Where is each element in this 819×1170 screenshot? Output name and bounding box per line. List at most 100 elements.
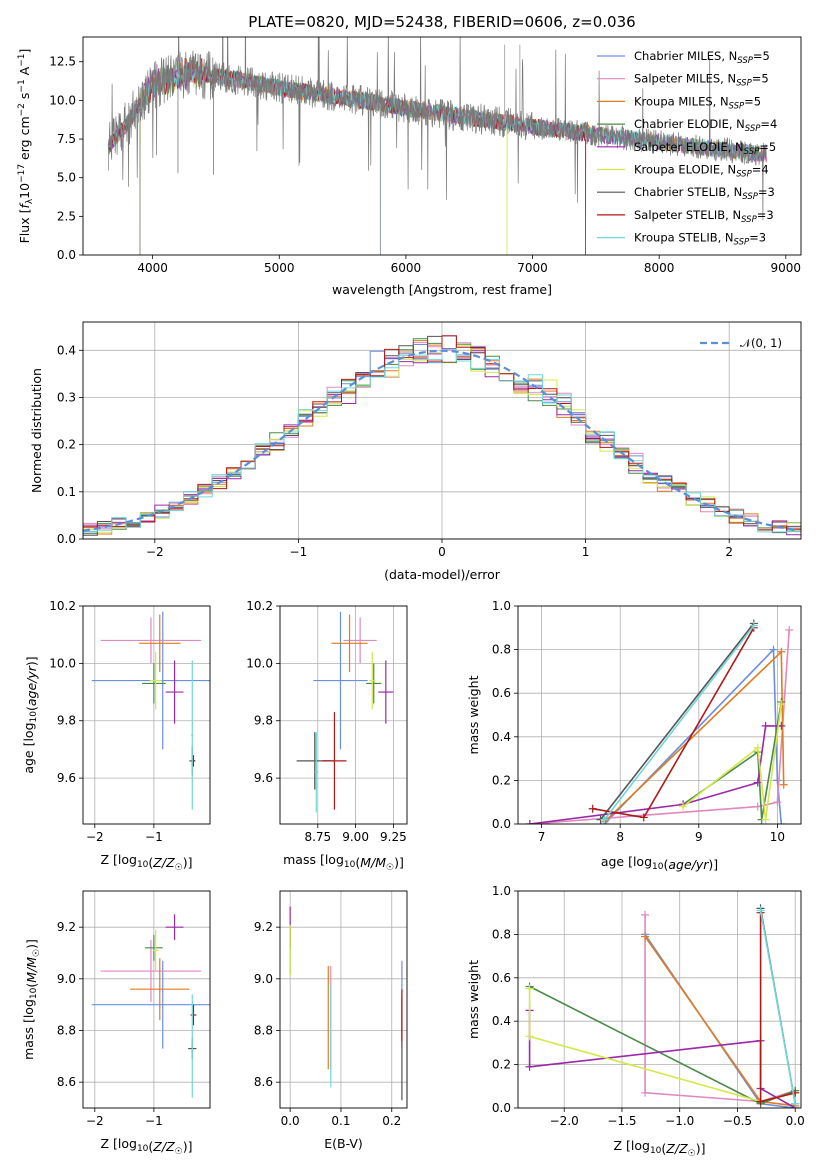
y-tick-label: 9.2 bbox=[57, 920, 76, 934]
x-tick-label: 6000 bbox=[391, 261, 422, 275]
x-tick-label: 8 bbox=[616, 830, 624, 844]
x-tick-label: −2 bbox=[86, 830, 104, 844]
weight-point-marker bbox=[525, 1062, 534, 1071]
y-tick-label: 10.0 bbox=[246, 656, 273, 670]
y-tick-label: 0.0 bbox=[492, 817, 511, 831]
weight-point-marker bbox=[525, 1032, 534, 1041]
x-tick-label: 0.1 bbox=[331, 1114, 350, 1128]
legend: Chabrier MILES, NSSP=5 Salpeter MILES, NS… bbox=[597, 49, 777, 248]
observed-spectrum-line bbox=[107, 37, 768, 221]
x-tick-label: 9 bbox=[695, 830, 703, 844]
mass_vs_Z-frame bbox=[82, 890, 211, 1109]
y-tick-label: 0.4 bbox=[492, 730, 511, 744]
y-tick-label: 9.6 bbox=[254, 771, 273, 785]
y-tick-label: 8.6 bbox=[57, 1075, 76, 1089]
x-axis-label: Z [log10(Z/Z☉)] bbox=[613, 1138, 705, 1159]
spectrum-axes: 4000 5000 6000 7000 8000 9000 0.0 2.5 5.0 7.5 10.0… bbox=[49, 55, 801, 275]
y-tick-label: 10.0 bbox=[49, 93, 76, 107]
x-tick-label: 7 bbox=[538, 830, 546, 844]
y-tick-label: 0.2 bbox=[57, 438, 76, 452]
x-tick-label: 8.75 bbox=[304, 830, 331, 844]
weight-series-line bbox=[528, 988, 796, 1103]
y-tick-label: 0.6 bbox=[492, 686, 511, 700]
y-tick-label: 8.6 bbox=[254, 1075, 273, 1089]
x-tick-label: −1.5 bbox=[607, 1114, 636, 1128]
y-axis-label: age [log10(age/yr)] bbox=[21, 656, 39, 773]
y-tick-label: 9.6 bbox=[57, 771, 76, 785]
y-tick-label: 12.5 bbox=[49, 55, 76, 69]
weight-point-marker bbox=[753, 778, 762, 787]
y-tick-label: 9.8 bbox=[254, 714, 273, 728]
weight-point-marker bbox=[761, 721, 770, 730]
y-tick-label: 0.2 bbox=[492, 773, 511, 787]
x-tick-label: −2.0 bbox=[550, 1114, 579, 1128]
weight-point-marker bbox=[791, 1099, 800, 1108]
weight-series-line bbox=[759, 910, 796, 1104]
y-tick-label: 0.0 bbox=[57, 248, 76, 262]
y-tick-label: 5.0 bbox=[57, 171, 76, 185]
y-tick-label: 2.5 bbox=[57, 209, 76, 223]
weight-series-line bbox=[529, 725, 782, 824]
weight-point-marker bbox=[641, 932, 650, 941]
weight-series-line bbox=[682, 703, 783, 820]
y-tick-label: 0.1 bbox=[57, 485, 76, 499]
age_vs_Z-errorbars bbox=[91, 611, 210, 810]
y-tick-label: 9.8 bbox=[57, 714, 76, 728]
age_vs_Z-frame bbox=[82, 605, 211, 825]
legend-label: Salpeter ELODIE, NSSP=5 bbox=[634, 140, 776, 157]
x-axis-label: Z [log10(Z/Z☉)] bbox=[100, 852, 192, 873]
y-tick-label: 0.8 bbox=[492, 643, 511, 657]
mass_vs_ebv-axes: 0.0 0.1 0.2 8.6 8.8 9.0 9.2 bbox=[254, 891, 407, 1128]
weight-point-marker bbox=[679, 802, 688, 811]
y-tick-label: 9.0 bbox=[57, 972, 76, 986]
y-tick-label: 0.4 bbox=[57, 343, 76, 357]
x-tick-label: 0.0 bbox=[281, 1114, 300, 1128]
weight-series-line bbox=[529, 629, 790, 824]
age_vs_mass-frame bbox=[279, 605, 408, 825]
x-tick-label: 9.25 bbox=[380, 830, 407, 844]
legend-label: Chabrier MILES, NSSP=5 bbox=[634, 49, 770, 66]
weight-point-marker bbox=[777, 700, 786, 709]
normal-reference-curve bbox=[83, 349, 799, 532]
x-tick-label: 8000 bbox=[644, 261, 675, 275]
age_vs_mass-errorbars bbox=[296, 611, 394, 813]
y-tick-label: 0.3 bbox=[57, 390, 76, 404]
weight-series-line bbox=[529, 985, 796, 1105]
weight_vs_Z-frame bbox=[517, 890, 802, 1109]
x-tick-label: 4000 bbox=[137, 261, 168, 275]
y-tick-label: 0.6 bbox=[492, 971, 511, 985]
y-tick-label: 0.4 bbox=[492, 1014, 511, 1028]
y-tick-label: 0.8 bbox=[492, 927, 511, 941]
weight-point-marker bbox=[749, 621, 758, 630]
x-tick-label: −2 bbox=[86, 1114, 104, 1128]
weight-point-marker bbox=[769, 645, 778, 654]
x-tick-label: −1 bbox=[145, 830, 163, 844]
weight-point-marker bbox=[753, 743, 762, 752]
histogram-lines bbox=[83, 335, 801, 539]
weight_vs_Z-lines bbox=[525, 904, 800, 1108]
weight-point-marker bbox=[785, 625, 794, 634]
y-axis-label: Normed distribution bbox=[29, 368, 44, 493]
weight-point-marker bbox=[588, 804, 597, 813]
x-axis-label: mass [log10(M/M☉)] bbox=[283, 852, 404, 873]
y-tick-label: 8.8 bbox=[57, 1024, 76, 1038]
weight-point-marker bbox=[761, 815, 770, 824]
weight-series-line bbox=[644, 914, 796, 1103]
weight-series-line bbox=[682, 701, 783, 820]
spectrum-frame bbox=[82, 36, 802, 256]
weight-series-line bbox=[599, 622, 755, 821]
weight-point-marker bbox=[779, 780, 788, 789]
x-tick-label: 0.0 bbox=[786, 1114, 805, 1128]
weight-point-marker bbox=[641, 910, 650, 919]
residuals-frame bbox=[82, 321, 802, 540]
y-tick-label: 10.2 bbox=[246, 599, 273, 613]
x-tick-label: −2 bbox=[146, 545, 164, 559]
chart-title: PLATE=0820, MJD=52438, FIBERID=0606, z=0… bbox=[248, 13, 635, 31]
x-axis-label: (data-model)/error bbox=[384, 567, 501, 582]
weight_vs_age-lines bbox=[525, 619, 794, 824]
y-tick-label: 0.0 bbox=[57, 532, 76, 546]
y-tick-label: 1.0 bbox=[492, 599, 511, 613]
weight-point-marker bbox=[525, 984, 534, 993]
x-tick-label: 9.00 bbox=[342, 830, 369, 844]
